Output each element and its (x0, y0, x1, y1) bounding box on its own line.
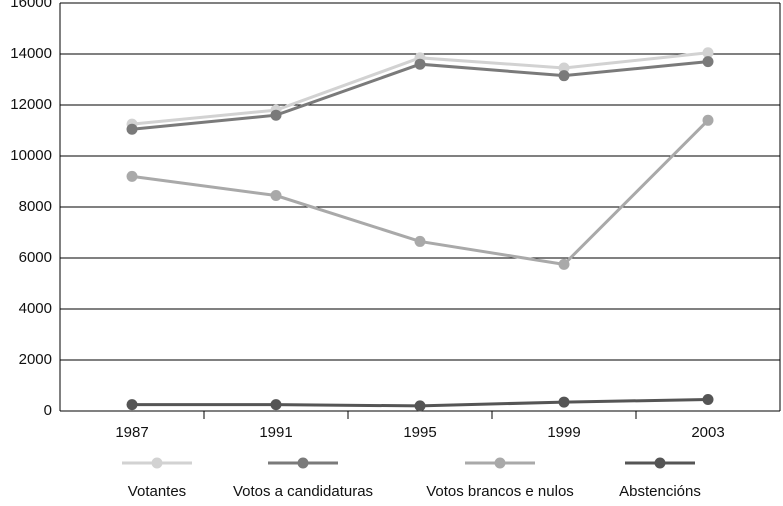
data-point (270, 109, 282, 121)
data-point (270, 399, 282, 411)
data-point (558, 62, 570, 74)
data-point (702, 47, 714, 59)
y-tick-label: 4000 (19, 300, 52, 317)
data-point (702, 394, 714, 406)
data-point (558, 396, 570, 408)
x-tick-label: 1987 (115, 424, 148, 441)
x-tick-label: 1999 (547, 424, 580, 441)
legend-label: Abstencións (619, 483, 701, 500)
data-point (126, 399, 138, 411)
legend-marker (494, 457, 506, 469)
y-tick-label: 14000 (10, 45, 52, 62)
x-tick-label: 1991 (259, 424, 292, 441)
legend-marker (151, 457, 163, 469)
data-point (270, 190, 282, 202)
y-tick-label: 8000 (19, 198, 52, 215)
legend-label: Votantes (128, 483, 186, 500)
legend-label: Votos brancos e nulos (426, 483, 574, 500)
x-tick-label: 1995 (403, 424, 436, 441)
data-point (414, 400, 426, 412)
series-line (131, 60, 709, 131)
legend-marker (297, 457, 309, 469)
y-tick-label: 6000 (19, 249, 52, 266)
data-point (558, 70, 570, 82)
x-tick-label: 2003 (691, 424, 724, 441)
legend-label: Votos a candidaturas (233, 483, 373, 500)
legend-marker (654, 457, 666, 469)
data-point (414, 58, 426, 70)
y-tick-label: 16000 (10, 0, 52, 11)
y-tick-label: 2000 (19, 351, 52, 368)
data-point (558, 258, 570, 270)
y-tick-label: 0 (44, 402, 52, 419)
data-point (126, 123, 138, 135)
data-point (702, 56, 714, 68)
data-point (126, 170, 138, 182)
y-tick-label: 12000 (10, 96, 52, 113)
data-point (414, 235, 426, 247)
y-tick-label: 10000 (10, 147, 52, 164)
data-point (702, 114, 714, 126)
